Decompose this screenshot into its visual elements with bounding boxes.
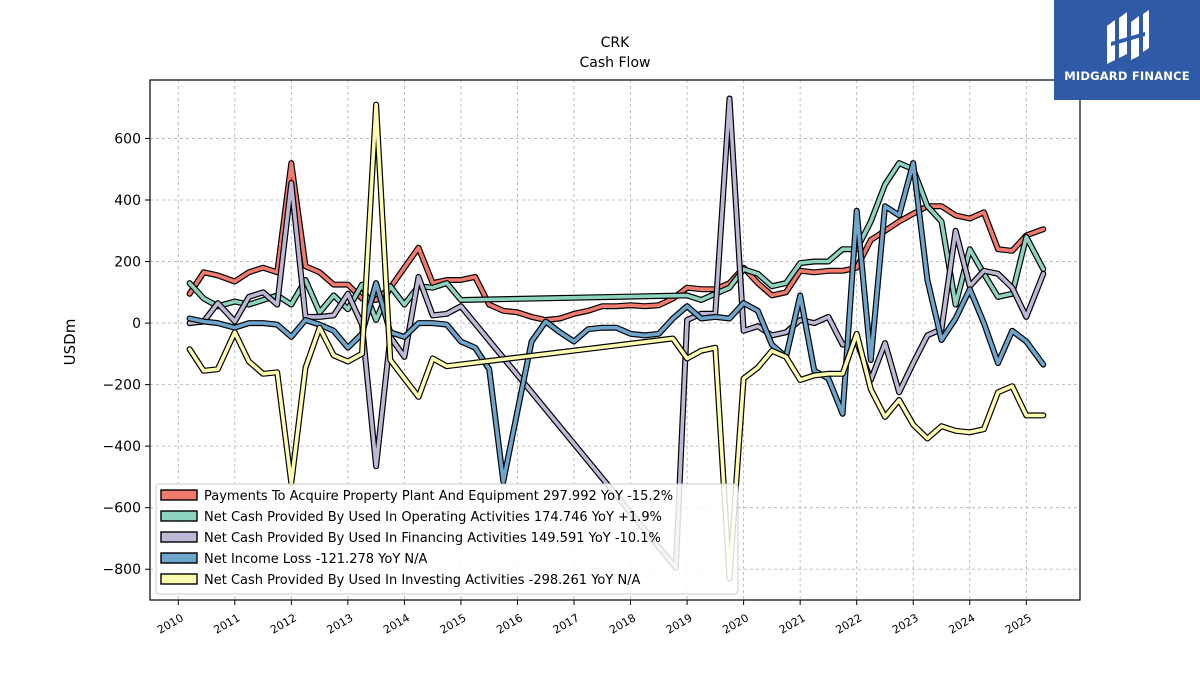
x-tick-label: 2016 xyxy=(494,611,525,636)
y-tick-label: −800 xyxy=(103,562,141,578)
y-tick-label: 400 xyxy=(114,193,141,209)
midgard-logo-icon xyxy=(1107,10,1149,64)
legend-label-2: Net Cash Provided By Used In Financing A… xyxy=(204,531,661,546)
series-line-2 xyxy=(187,96,1046,570)
x-tick-label: 2012 xyxy=(268,611,299,636)
x-tick-label: 2013 xyxy=(325,611,356,636)
y-tick-label: 200 xyxy=(114,255,141,271)
x-tick-label: 2017 xyxy=(551,611,582,636)
series-line-0 xyxy=(187,161,1046,322)
x-tick-label: 2011 xyxy=(212,611,243,636)
x-tick-label: 2018 xyxy=(607,611,638,636)
legend-label-0: Payments To Acquire Property Plant And E… xyxy=(204,489,673,504)
legend-swatch-2 xyxy=(160,531,198,543)
x-tick-label: 2014 xyxy=(381,611,412,636)
y-tick-label: 600 xyxy=(114,131,141,147)
x-tick-label: 2023 xyxy=(890,611,921,636)
legend-swatch-1 xyxy=(160,510,198,522)
series-line-4 xyxy=(187,102,1046,581)
x-tick-label: 2025 xyxy=(1003,611,1034,636)
legend-swatch-4 xyxy=(160,573,198,585)
brand-name: MIDGARD FINANCE xyxy=(1064,69,1190,83)
x-tick-label: 2021 xyxy=(777,611,808,636)
series-line-1 xyxy=(187,161,1046,322)
series-line-3 xyxy=(187,161,1046,484)
legend-swatch-3 xyxy=(160,552,198,564)
x-tick-label: 2020 xyxy=(720,611,751,636)
x-axis-ticks: 2010 2011 2012 2013 2014 2015 2016 2017 2018 2019… xyxy=(155,600,1034,637)
chart-title: CRK xyxy=(601,35,631,51)
y-axis-label: USDm xyxy=(61,319,79,366)
y-axis-ticks: −800 −600 −400 −200 0 200 400 600 xyxy=(103,131,150,578)
brand-logo: MIDGARD FINANCE xyxy=(1054,0,1200,100)
series-lines xyxy=(186,95,1047,582)
x-tick-label: 2015 xyxy=(438,611,469,636)
y-tick-label: 0 xyxy=(132,316,141,332)
legend-swatch-0 xyxy=(160,489,198,501)
x-tick-label: 2022 xyxy=(833,611,864,636)
y-tick-label: −400 xyxy=(103,439,141,455)
x-tick-label: 2019 xyxy=(664,611,695,636)
legend-label-4: Net Cash Provided By Used In Investing A… xyxy=(204,573,641,588)
y-tick-label: −200 xyxy=(103,378,141,394)
legend-box xyxy=(155,483,739,595)
x-tick-label: 2010 xyxy=(155,611,186,636)
plot-area-frame xyxy=(149,79,1081,601)
chart-subtitle: Cash Flow xyxy=(580,55,651,71)
legend: Payments To Acquire Property Plant And E… xyxy=(155,483,739,595)
y-tick-label: −600 xyxy=(103,501,141,517)
legend-label-1: Net Cash Provided By Used In Operating A… xyxy=(204,510,662,525)
x-tick-label: 2024 xyxy=(947,611,978,636)
legend-label-3: Net Income Loss -121.278 YoY N/A xyxy=(204,552,427,567)
